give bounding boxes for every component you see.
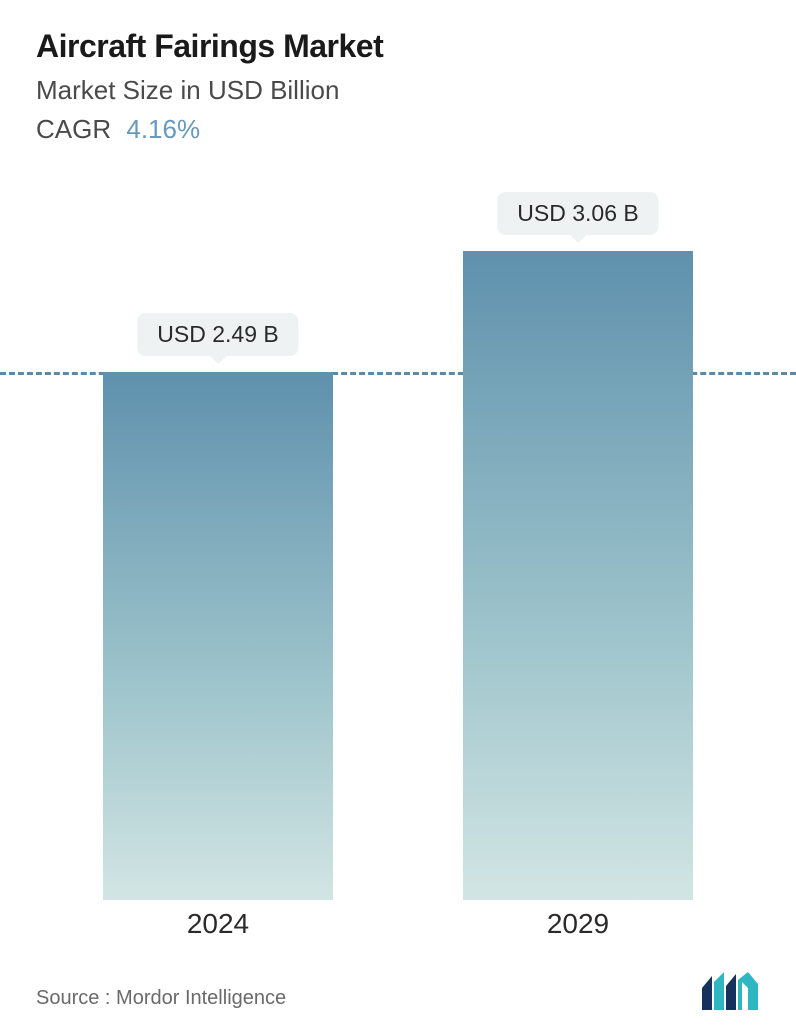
value-badge-0: USD 2.49 B	[137, 313, 298, 356]
brand-logo-icon	[702, 972, 760, 1010]
chart-footer: Source : Mordor Intelligence	[36, 972, 760, 1010]
x-label-0: 2024	[103, 908, 333, 940]
bar-wrap-1: USD 3.06 B	[463, 251, 693, 900]
value-badge-1: USD 3.06 B	[497, 192, 658, 235]
cagr-row: CAGR 4.16%	[36, 114, 760, 145]
bar-0	[103, 372, 333, 900]
cagr-label: CAGR	[36, 114, 111, 144]
chart-header: Aircraft Fairings Market Market Size in …	[0, 0, 796, 145]
chart-title: Aircraft Fairings Market	[36, 28, 760, 65]
x-label-1: 2029	[463, 908, 693, 940]
x-axis: 2024 2029	[0, 908, 796, 940]
cagr-value: 4.16%	[126, 114, 200, 144]
chart-area: USD 2.49 B USD 3.06 B	[0, 200, 796, 900]
bars-container: USD 2.49 B USD 3.06 B	[0, 200, 796, 900]
bar-wrap-0: USD 2.49 B	[103, 372, 333, 900]
bar-1	[463, 251, 693, 900]
source-text: Source : Mordor Intelligence	[36, 987, 286, 1010]
chart-subtitle: Market Size in USD Billion	[36, 75, 760, 106]
